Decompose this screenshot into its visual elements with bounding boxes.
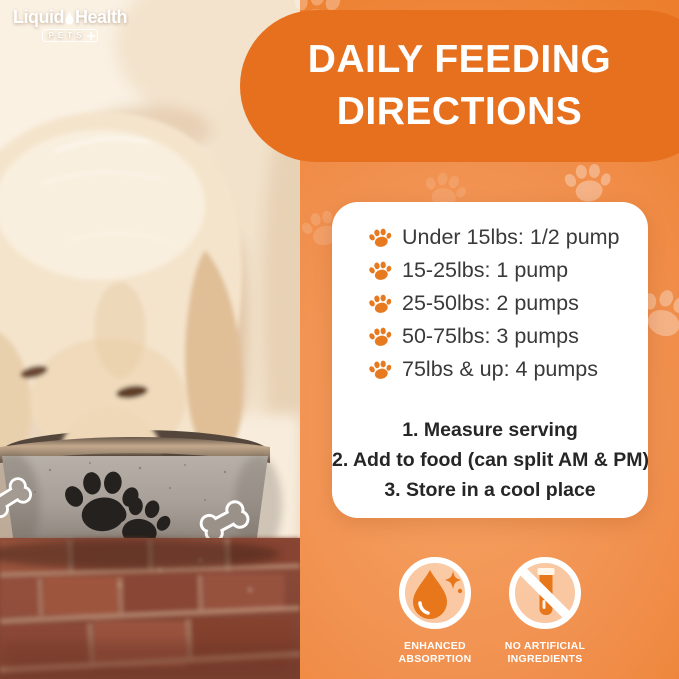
badge-label: NO ARTIFICIAL INGREDIENTS [504,640,586,665]
feeding-text: Under 15lbs: 1/2 pump [402,225,620,249]
page-title: DAILY FEEDING DIRECTIONS [308,34,611,138]
brand-plus-icon [87,31,96,40]
feeding-row: 15-25lbs: 1 pump [368,254,648,287]
crossed-vial-icon [515,563,575,623]
step-item: 1. Measure serving [402,419,578,441]
brand-name-liquid: Liquid [13,7,64,27]
title-line-1: DAILY FEEDING [307,38,612,81]
header-band: DAILY FEEDING DIRECTIONS [240,10,679,162]
watermark-paw-icon [562,160,614,205]
paw-bullet-icon [368,358,393,381]
feeding-row: Under 15lbs: 1/2 pump [368,221,648,254]
brand-droplet-icon [65,11,74,24]
paw-bullet-icon [368,325,393,348]
feeding-text: 15-25lbs: 1 pump [402,258,569,282]
badge-label: ENHANCED ABSORPTION [398,640,472,665]
dog-eye-right [116,385,148,399]
dog-bowl [0,407,282,563]
directions-card: Under 15lbs: 1/2 pump 15-25lbs: 1 pump 2… [332,202,650,518]
feeding-text: 75lbs & up: 4 pumps [402,357,599,381]
paw-bullet-icon [368,259,393,282]
steps-list: 1. Measure serving 2. Add to food (can s… [332,415,650,505]
feeding-row: 50-75lbs: 3 pumps [368,320,648,353]
badge-circle [399,557,471,629]
brand-name-health: Health [74,7,128,27]
brand-logo: Liquid Health PETS [13,7,128,42]
badge-enhanced-absorption: ENHANCED ABSORPTION [380,557,490,666]
dog-head [0,111,243,470]
feeding-text: 25-50lbs: 2 pumps [402,291,579,315]
feeding-row: 25-50lbs: 2 pumps [368,287,648,320]
feeding-text: 50-75lbs: 3 pumps [402,324,579,348]
dog-eye-left [20,365,48,379]
brick-floor [0,538,300,679]
paw-bullet-icon [368,226,393,249]
title-line-2: DIRECTIONS [336,90,583,133]
paw-bullet-icon [368,292,393,315]
feeding-row: 75lbs & up: 4 pumps [368,353,648,386]
step-item: 3. Store in a cool place [384,479,596,501]
feature-badges: ENHANCED ABSORPTION NO ARTIFICIAL INGRED… [380,557,600,666]
badge-no-artificial-ingredients: NO ARTIFICIAL INGREDIENTS [490,557,600,666]
brand-sub-label: PETS [48,31,86,40]
droplet-sparkle-icon [413,570,463,619]
dog-photo [0,0,300,679]
badge-circle [509,557,581,629]
step-item: 2. Add to food (can split AM & PM) [332,449,650,471]
feeding-list: Under 15lbs: 1/2 pump 15-25lbs: 1 pump 2… [368,221,648,386]
